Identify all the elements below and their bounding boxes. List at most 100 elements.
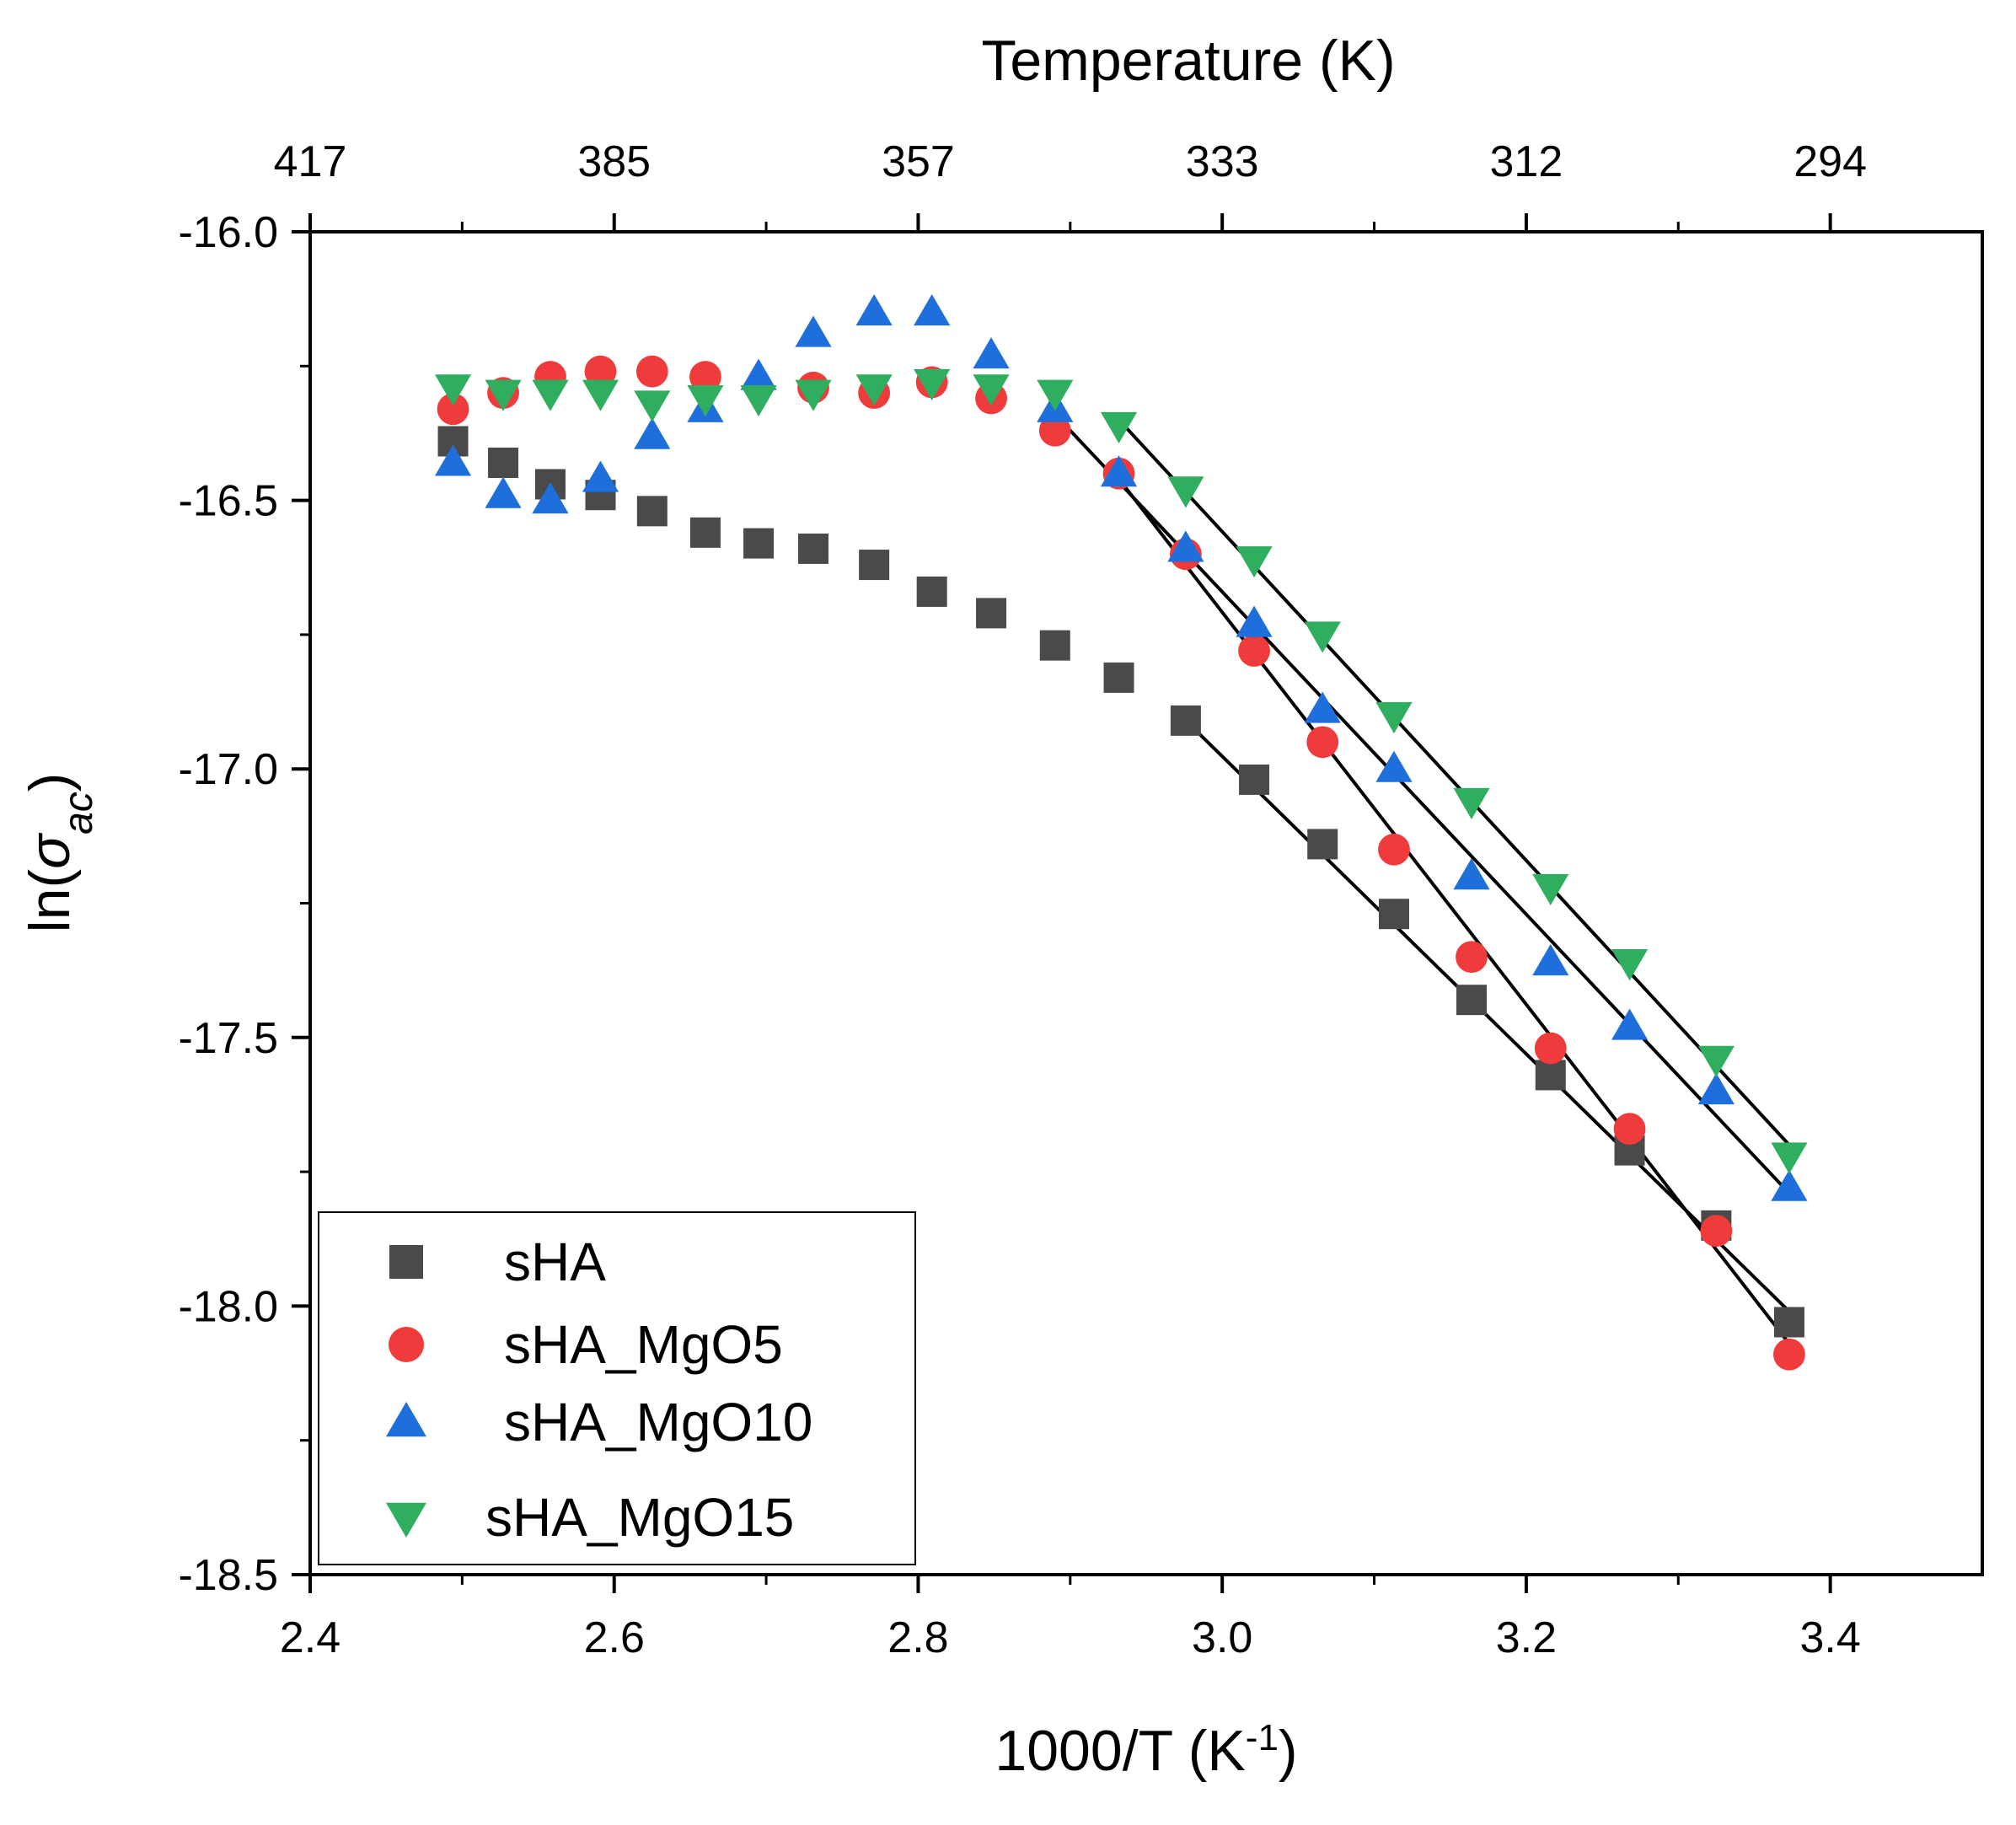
data-point bbox=[485, 476, 522, 508]
top-tick-label: 357 bbox=[882, 137, 955, 186]
y-tick-label: -18.5 bbox=[178, 1551, 278, 1600]
legend-label: sHA bbox=[504, 1232, 606, 1292]
data-point bbox=[1236, 546, 1273, 578]
y-tick-label: -17.0 bbox=[178, 745, 278, 794]
data-point bbox=[434, 374, 472, 406]
data-point bbox=[1773, 1338, 1805, 1371]
data-point bbox=[1238, 635, 1270, 667]
data-point bbox=[1456, 985, 1487, 1016]
data-point bbox=[1304, 621, 1341, 653]
data-point bbox=[859, 550, 890, 581]
data-point bbox=[743, 528, 775, 559]
x-tick-label: 2.6 bbox=[584, 1613, 645, 1662]
data-point bbox=[1375, 701, 1413, 734]
data-point bbox=[1170, 705, 1201, 736]
data-point bbox=[795, 315, 832, 347]
x-axis-title-base: 1000/T (K bbox=[995, 1719, 1245, 1783]
data-point bbox=[1700, 1215, 1733, 1248]
legend-marker-circle bbox=[389, 1327, 424, 1362]
data-point bbox=[582, 460, 619, 492]
data-point bbox=[1378, 833, 1410, 866]
data-point bbox=[1037, 379, 1074, 411]
data-point bbox=[1375, 750, 1413, 782]
y-tick-label: -17.5 bbox=[178, 1014, 278, 1063]
y-axis-title-symbol: σ bbox=[18, 832, 82, 869]
legend-item: sHA_MgO15 bbox=[386, 1487, 794, 1548]
data-point bbox=[485, 379, 522, 411]
legend-marker-triangle-down bbox=[386, 1502, 426, 1538]
y-tick-label: -16.0 bbox=[178, 208, 278, 257]
y-tick-label: -18.0 bbox=[178, 1282, 278, 1331]
data-point bbox=[855, 293, 893, 326]
data-point bbox=[434, 444, 472, 476]
data-point bbox=[532, 379, 569, 411]
data-point bbox=[1103, 662, 1134, 693]
data-point bbox=[914, 368, 951, 401]
legend-item: sHA_MgO5 bbox=[389, 1314, 783, 1375]
data-point bbox=[488, 447, 519, 478]
data-point bbox=[1167, 476, 1204, 508]
y-axis-title-subscript: ac bbox=[56, 792, 101, 835]
top-tick-label: 312 bbox=[1490, 137, 1563, 186]
legend-label: sHA_MgO10 bbox=[504, 1392, 812, 1452]
series-sha bbox=[437, 426, 1804, 1338]
data-point bbox=[855, 374, 893, 406]
data-point bbox=[1100, 411, 1138, 443]
data-point bbox=[798, 533, 829, 564]
plot-frame bbox=[308, 230, 1984, 1576]
series-sha-mgo10 bbox=[434, 293, 1808, 1201]
data-point bbox=[582, 379, 619, 411]
data-point bbox=[740, 358, 777, 390]
legend-marker-square bbox=[389, 1245, 423, 1279]
y-tick-label: -16.5 bbox=[178, 477, 278, 526]
x-tick-label: 3.4 bbox=[1799, 1613, 1860, 1662]
data-point bbox=[1306, 726, 1339, 759]
data-point bbox=[1535, 1060, 1566, 1091]
top-tick-label: 333 bbox=[1186, 137, 1259, 186]
legend: sHA sHA_MgO5 sHA_MgO10 sHA_MgO15 bbox=[318, 1211, 916, 1565]
data-point bbox=[1532, 943, 1569, 976]
data-point bbox=[1697, 1045, 1735, 1077]
data-point bbox=[1236, 605, 1273, 637]
data-point bbox=[1613, 1113, 1646, 1146]
data-point bbox=[1453, 858, 1490, 890]
top-tick-label: 385 bbox=[577, 137, 651, 186]
data-point bbox=[795, 379, 832, 411]
tick-layer: 2.4 2.6 2.8 3.0 3.2 3.4 417 385 357 333 312 294 -16.… bbox=[178, 137, 1867, 1662]
data-point bbox=[636, 496, 668, 527]
data-point bbox=[635, 355, 668, 388]
data-point bbox=[973, 336, 1010, 369]
data-point bbox=[740, 384, 777, 417]
data-point bbox=[1167, 530, 1204, 562]
x-axis-title-close: ) bbox=[1279, 1719, 1298, 1783]
data-point bbox=[1378, 899, 1409, 930]
x-axis-title: 1000/T (K-1) bbox=[995, 1717, 1297, 1784]
data-point bbox=[634, 417, 671, 449]
legend-item: sHA bbox=[389, 1232, 606, 1292]
data-point bbox=[1039, 630, 1070, 661]
data-markers bbox=[434, 293, 1808, 1371]
data-point bbox=[689, 517, 721, 548]
x-axis-title-superscript: -1 bbox=[1246, 1717, 1279, 1758]
y-axis-title-suffix: ) bbox=[18, 773, 82, 792]
x-tick-label: 3.2 bbox=[1496, 1613, 1557, 1662]
y-axis-title-prefix: ln( bbox=[18, 869, 82, 933]
y-axis-title: ln(σac) bbox=[18, 773, 101, 933]
data-point bbox=[1534, 1032, 1567, 1065]
fit-line-sha-mgo15 bbox=[1118, 418, 1791, 1146]
data-point bbox=[976, 598, 1007, 629]
data-point bbox=[1771, 1169, 1808, 1201]
data-point bbox=[914, 293, 951, 326]
data-point bbox=[1456, 941, 1488, 974]
top-axis-title: Temperature (K) bbox=[981, 29, 1395, 93]
data-point bbox=[437, 393, 469, 426]
data-point bbox=[973, 374, 1010, 406]
x-tick-label: 2.4 bbox=[280, 1613, 340, 1662]
fit-line-sha-mgo5 bbox=[1117, 477, 1791, 1345]
top-tick-label: 294 bbox=[1793, 137, 1867, 186]
data-point bbox=[584, 355, 617, 388]
data-point bbox=[689, 361, 721, 393]
data-point bbox=[687, 384, 724, 417]
